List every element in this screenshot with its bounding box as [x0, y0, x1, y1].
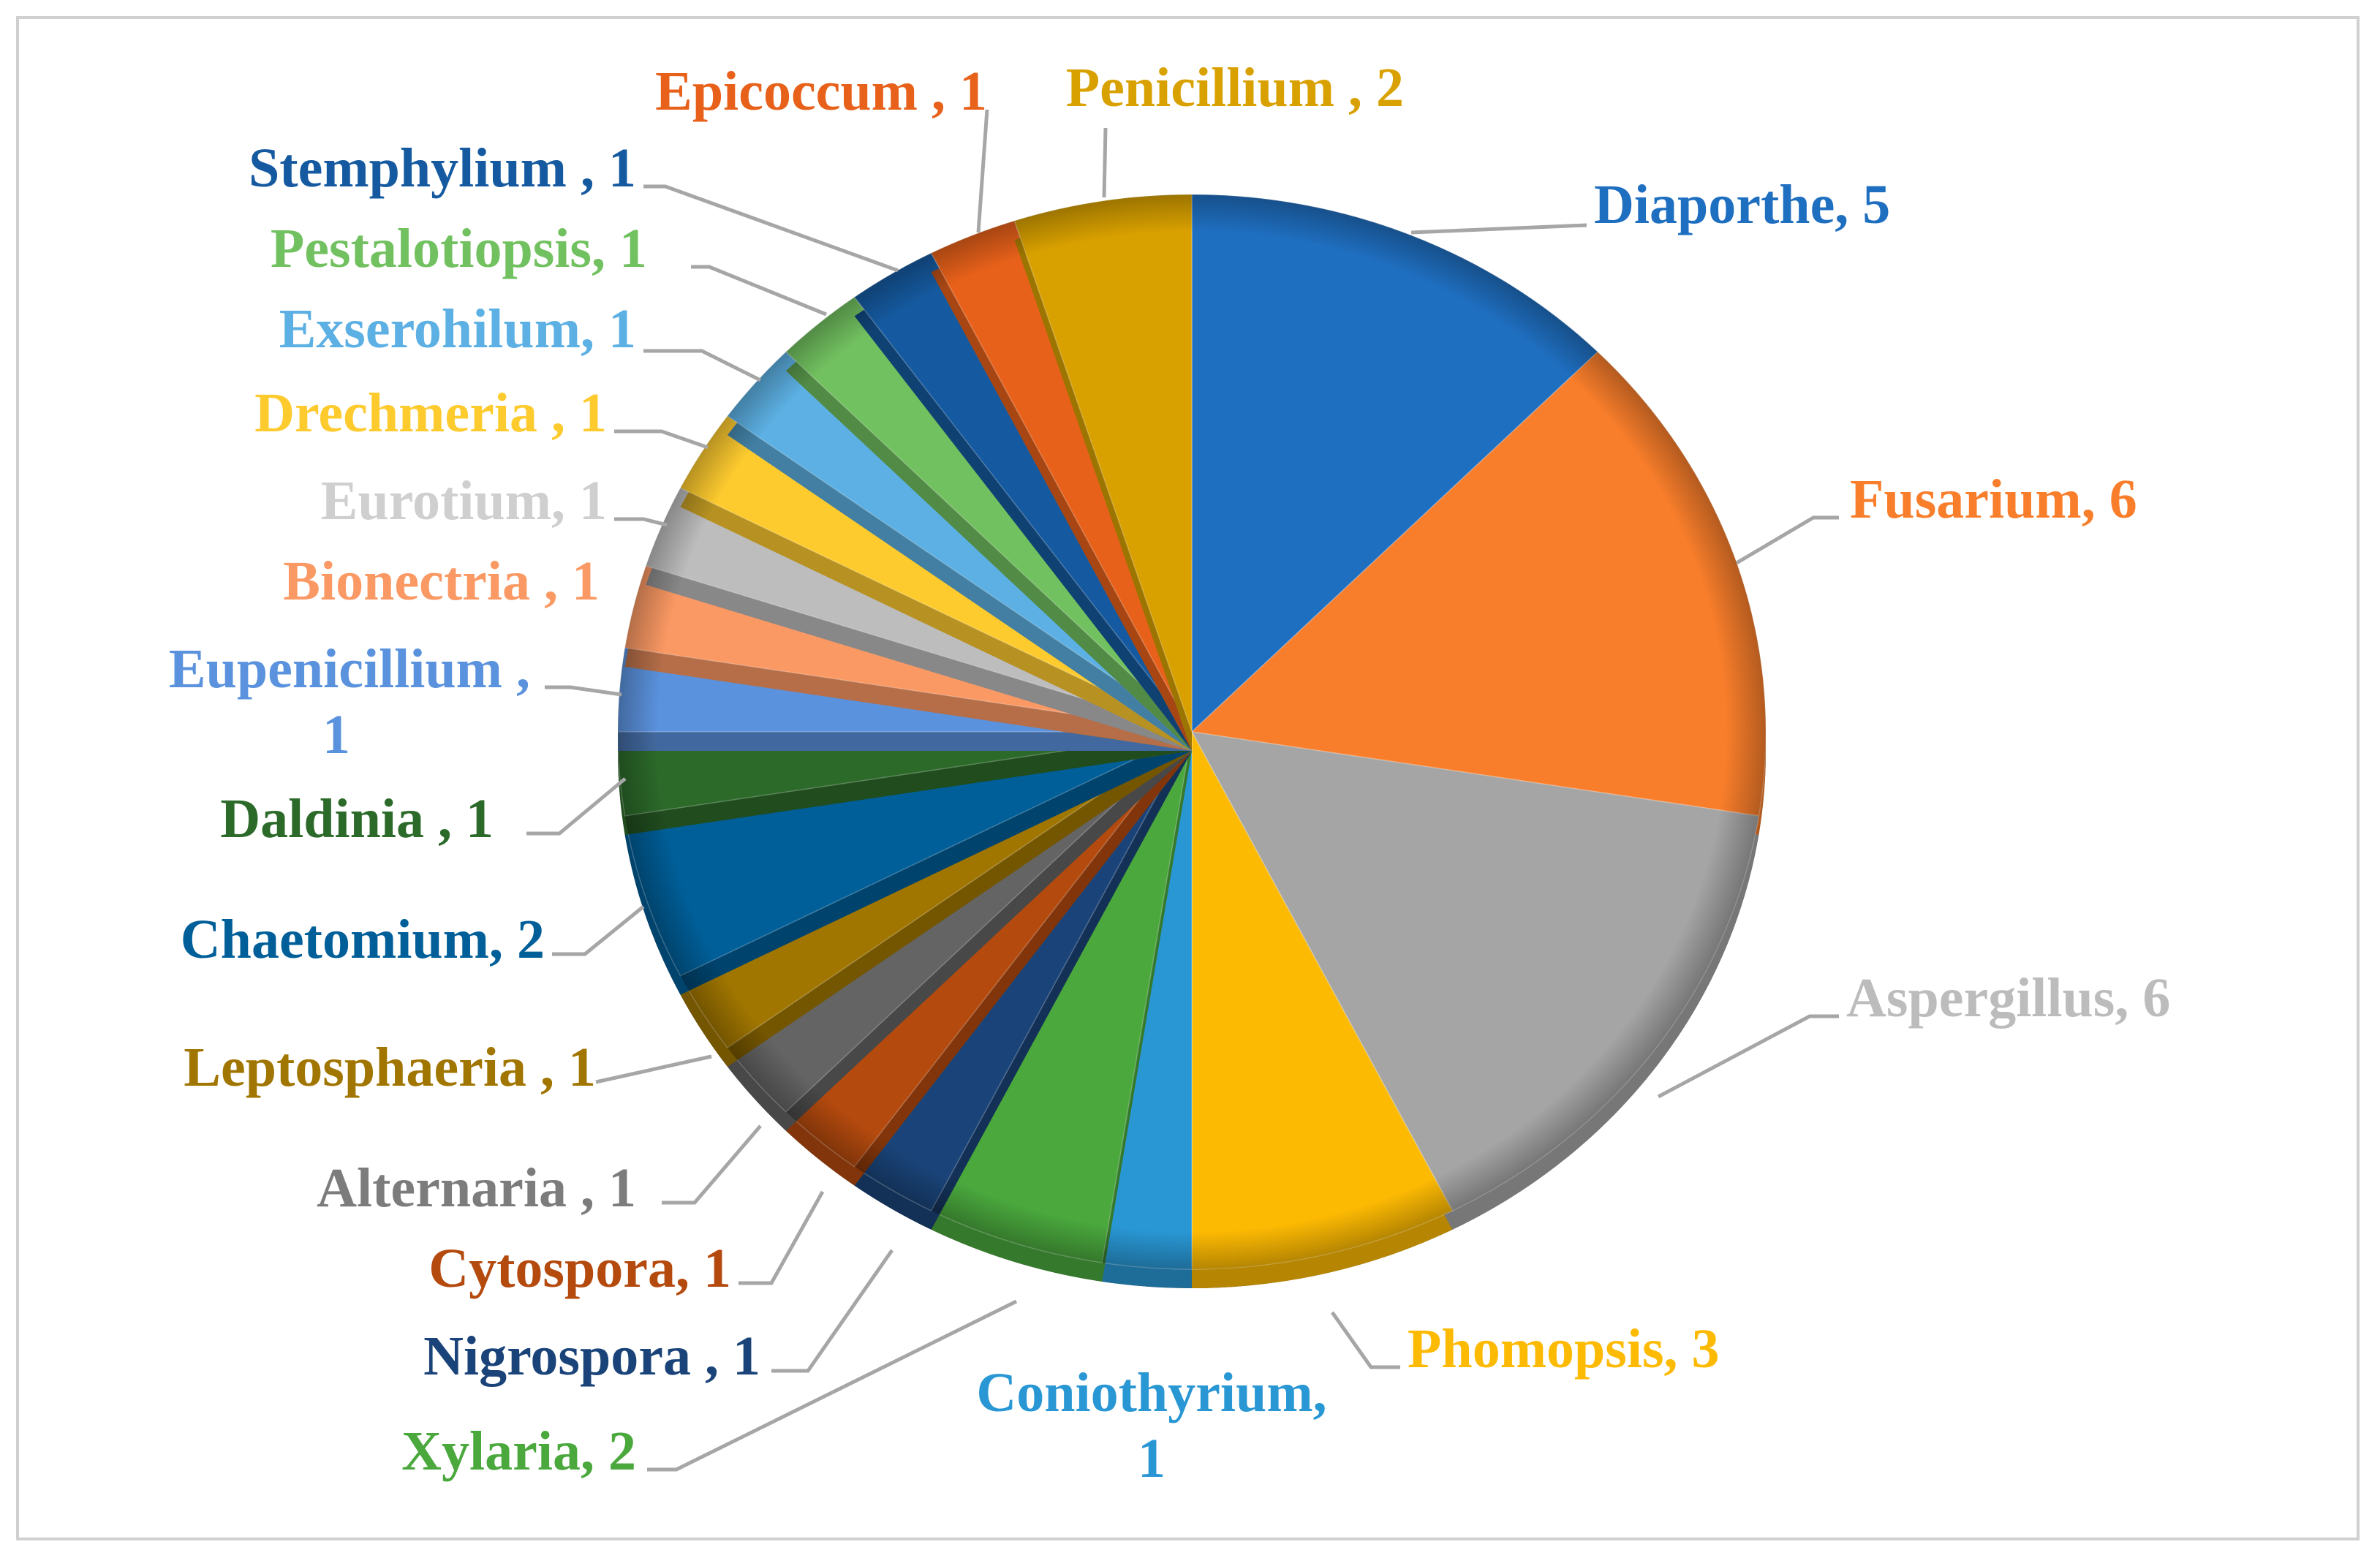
leader-line-xylaria — [647, 1299, 1018, 1472]
leader-line-daldinia — [526, 777, 627, 836]
leader-line-phomopsis — [1330, 1311, 1400, 1369]
leader-line-chaetomium — [552, 905, 645, 956]
label-fusarium: Fusarium, 6 — [1850, 469, 2137, 530]
leader-line-exserohilum — [643, 349, 762, 382]
leader-lines — [526, 109, 1839, 1472]
label-penicillium: Penicillium , 2 — [1066, 57, 1404, 118]
leader-line-penicillium — [1102, 127, 1108, 198]
leader-line-diaporthe — [1410, 223, 1587, 235]
leader-line-epicoccum — [976, 109, 989, 233]
label-eupenicillium: Eupenicillium , — [169, 638, 530, 700]
label-diaporthe: Diaporthe, 5 — [1594, 174, 1890, 235]
leader-line-pestalotiopsis — [691, 265, 827, 317]
label-exserohilum: Exserohilum, 1 — [279, 298, 636, 360]
leader-line-fusarium — [1735, 515, 1839, 565]
pie-edge-shade — [618, 194, 1766, 1269]
label-aspergillus: Aspergillus, 6 — [1846, 967, 2170, 1029]
label-bionectria: Bionectria , 1 — [283, 551, 600, 612]
label-leptosphaeria: Leptosphaeria , 1 — [184, 1037, 596, 1098]
label-eurotium: Eurotium, 1 — [321, 470, 607, 532]
label-drechmeria: Drechmeria , 1 — [254, 382, 607, 444]
label-cytospora: Cytospora, 1 — [428, 1238, 731, 1299]
label-nigrospora: Nigrospora , 1 — [423, 1326, 760, 1387]
label-alternaria: Alternaria , 1 — [317, 1157, 636, 1219]
label-daldinia: Daldinia , 1 — [220, 788, 494, 850]
label-coniothyrium-value: 1 — [1138, 1428, 1166, 1489]
label-stemphylium: Stemphylium , 1 — [249, 137, 636, 199]
leader-line-aspergillus — [1657, 1014, 1839, 1099]
label-pestalotiopsis: Pestalotiopsis, 1 — [271, 218, 647, 279]
leader-line-leptosphaeria — [595, 1054, 712, 1084]
label-phomopsis: Phomopsis, 3 — [1408, 1318, 1720, 1380]
label-epicoccum: Epicoccum , 1 — [655, 61, 987, 122]
label-eupenicillium-value: 1 — [322, 704, 350, 765]
label-chaetomium: Chaetomium, 2 — [181, 909, 545, 970]
pie-slices — [617, 194, 1767, 1288]
leader-line-stemphylium — [643, 184, 899, 273]
leader-line-drechmeria — [614, 429, 709, 450]
leader-line-cytospora — [738, 1190, 825, 1285]
leader-line-eurotium — [614, 517, 668, 527]
label-coniothyrium: Coniothyrium, — [976, 1362, 1326, 1423]
slice-labels: Diaporthe, 5 Fusarium, 6 Aspergillus, 6 Pho… — [169, 57, 2171, 1489]
leader-line-alternaria — [662, 1124, 762, 1205]
leader-line-eupenicillium — [545, 685, 622, 697]
label-xylaria: Xylaria, 2 — [401, 1421, 636, 1482]
leader-line-nigrospora — [771, 1249, 894, 1373]
